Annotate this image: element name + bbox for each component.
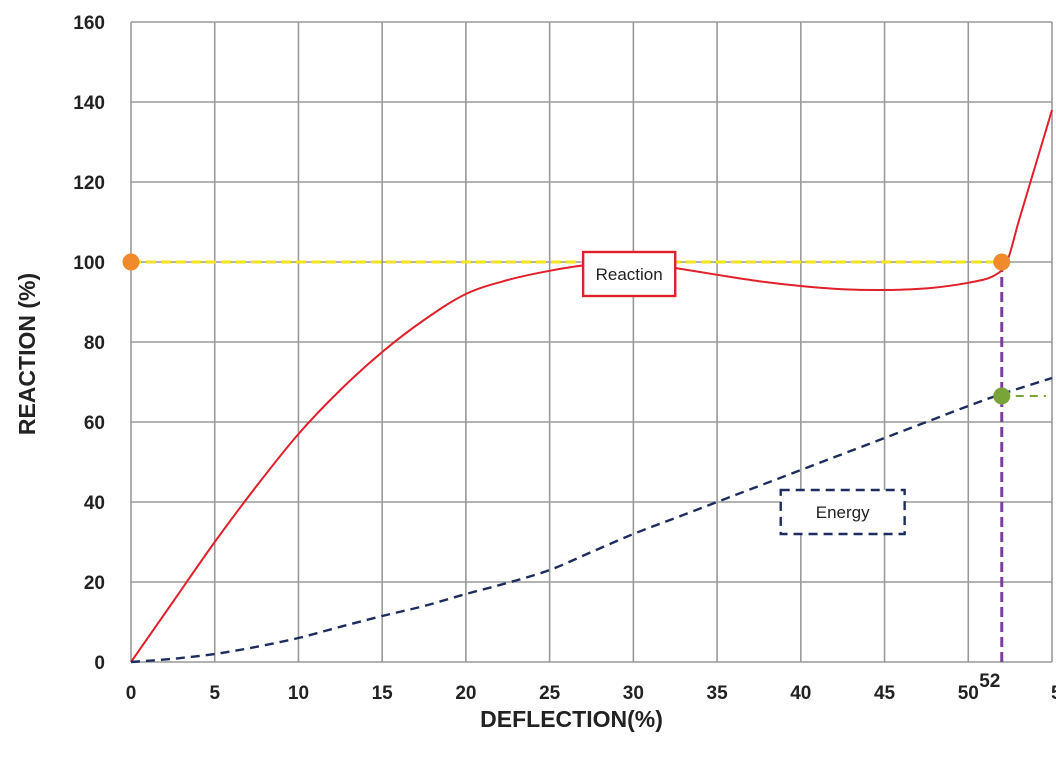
y-tick-label: 80 [84, 333, 105, 354]
series-line-energy [130, 376, 1053, 664]
x-tick-label: 10 [288, 683, 309, 704]
y-tick-label: 0 [94, 653, 105, 674]
y-tick-label: 40 [84, 493, 105, 514]
x-tick-label: 0 [126, 683, 137, 704]
x-axis-title: DEFLECTION(%) [480, 706, 663, 732]
x-tick-label: 40 [790, 683, 811, 704]
y-axis-title: REACTION (%) [14, 273, 40, 435]
y-tick-label: 120 [73, 173, 105, 194]
y-tick-label: 20 [84, 573, 105, 594]
y-tick-label: 100 [73, 253, 105, 274]
x-tick-label: 50 [958, 683, 979, 704]
reaction-point [122, 253, 140, 271]
energy-point [993, 387, 1011, 405]
x-tick-label: 35 [707, 683, 729, 704]
y-tick-label: 140 [73, 93, 105, 114]
x-tick-label: 25 [539, 683, 561, 704]
legend-label-reaction: Reaction [596, 265, 663, 284]
y-tick-label: 60 [84, 413, 105, 434]
legend: Reaction Energy [581, 250, 906, 536]
x-tick-label: 30 [623, 683, 644, 704]
tick-labels: 0 20 40 60 80 100 120 140 160 0 5 10 15 20 25 30 35 40 45 5… [73, 13, 1056, 704]
legend-box-reaction [581, 250, 677, 298]
x-tick-label: 5 [209, 683, 220, 704]
x-tick-label: 15 [372, 683, 394, 704]
x-tick-label: 45 [874, 683, 896, 704]
y-tick-label: 160 [73, 13, 105, 34]
x-tick-label: 20 [455, 683, 476, 704]
deflection-marker-label: 52 [979, 671, 1000, 692]
x-tick-label: 5 [1051, 683, 1056, 704]
legend-label-energy: Energy [816, 503, 870, 522]
legend-box-energy [779, 488, 906, 536]
reaction-point [993, 253, 1011, 271]
marker-layer [122, 253, 1011, 405]
